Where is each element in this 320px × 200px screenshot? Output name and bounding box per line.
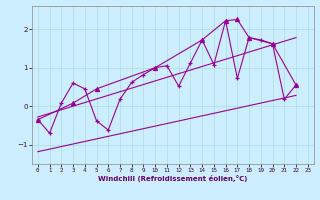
X-axis label: Windchill (Refroidissement éolien,°C): Windchill (Refroidissement éolien,°C) bbox=[98, 175, 247, 182]
